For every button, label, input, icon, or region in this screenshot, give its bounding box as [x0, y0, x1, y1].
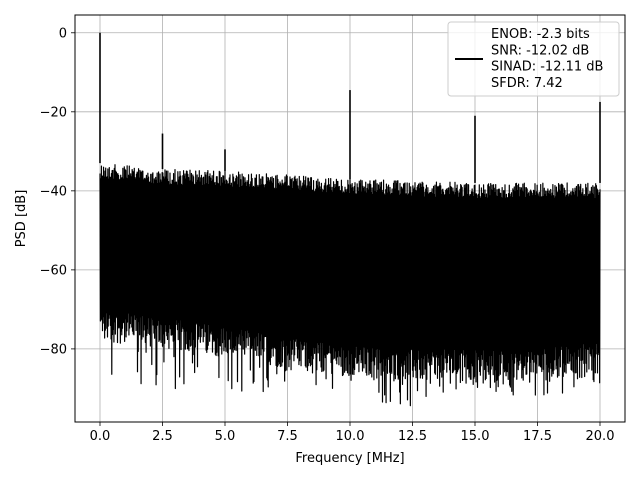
x-tick-label: 15.0: [461, 429, 490, 444]
x-tick-label: 2.5: [152, 429, 173, 444]
legend-entry-sinad: SINAD: -12.11 dB: [491, 60, 603, 75]
y-tick-label: −40: [40, 184, 67, 199]
y-axis-label: PSD [dB]: [14, 190, 29, 248]
ticks: 0.0 2.5 5.0 7.5 10.0 12.5 15.0 17.5 20.0 0 −20 −40 −…: [40, 26, 615, 444]
y-tick-label: −80: [40, 342, 67, 357]
x-tick-label: 7.5: [277, 429, 298, 444]
x-tick-label: 12.5: [398, 429, 427, 444]
x-tick-label: 10.0: [336, 429, 365, 444]
y-tick-label: 0: [59, 26, 67, 41]
legend-entry-snr: SNR: -12.02 dB: [491, 43, 589, 58]
x-tick-label: 20.0: [586, 429, 615, 444]
plot-area: [99, 32, 601, 407]
x-tick-label: 17.5: [523, 429, 552, 444]
legend-box: [447, 21, 620, 97]
legend-entry-sfdr: SFDR: 7.42: [491, 76, 563, 91]
legend-entry-enob: ENOB: -2.3 bits: [491, 27, 590, 42]
y-tick-label: −20: [40, 105, 67, 120]
x-tick-label: 0.0: [90, 429, 111, 444]
y-tick-label: −60: [40, 263, 67, 278]
x-tick-label: 5.0: [215, 429, 236, 444]
legend: ENOB: -2.3 bits SNR: -12.02 dB SINAD: -1…: [447, 21, 620, 97]
psd-noise-trace: [99, 164, 601, 407]
x-axis-label: Frequency [MHz]: [295, 451, 404, 466]
